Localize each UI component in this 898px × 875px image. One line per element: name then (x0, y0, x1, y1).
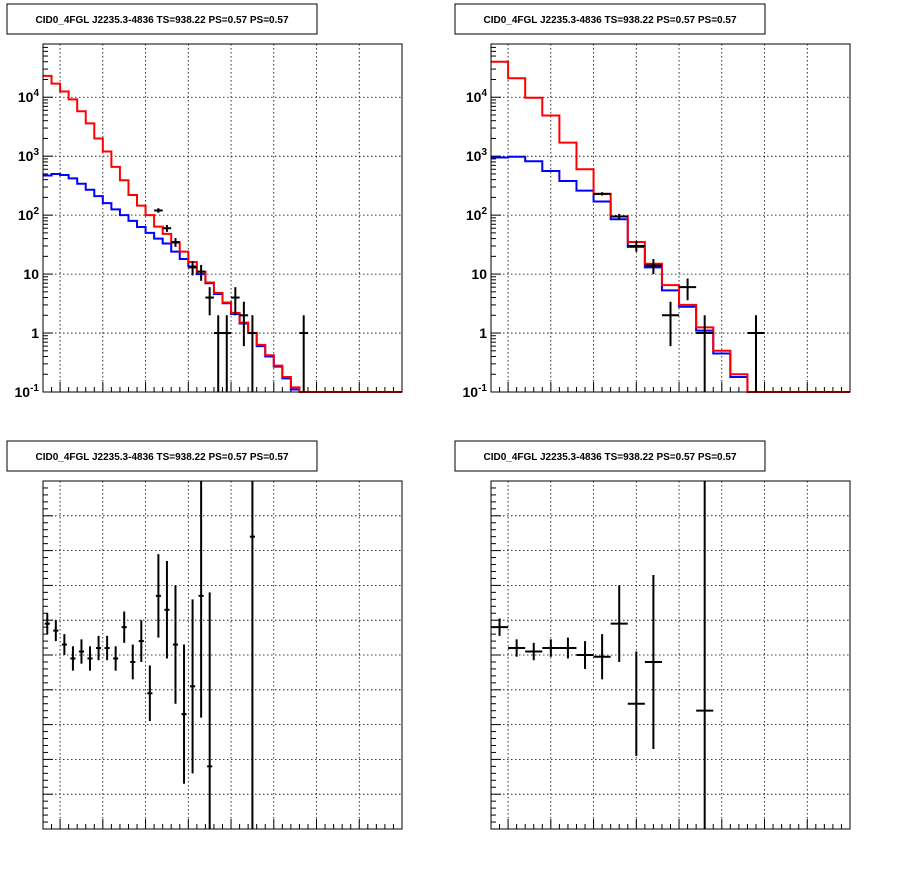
title-box (6, 3, 318, 35)
y-tick-label: 1 (479, 325, 487, 341)
panel-bottom-left: CID0_4FGL J2235.3-4836 TS=938.22 PS=0.57… (6, 440, 403, 830)
series-step-red (43, 74, 402, 393)
panel-bottom-right: CID0_4FGL J2235.3-4836 TS=938.22 PS=0.57… (454, 440, 851, 830)
y-tick-label: 104 (18, 88, 40, 105)
panel-top-left: CID0_4FGL J2235.3-4836 TS=938.22 PS=0.57… (6, 3, 403, 400)
y-tick-label: 1 (31, 325, 39, 341)
y-tick-label: 10 (471, 266, 487, 282)
panel-title: CID0_4FGL J2235.3-4836 TS=938.22 PS=0.57… (35, 452, 288, 463)
y-tick-label: 102 (466, 206, 488, 223)
title-box (454, 440, 766, 472)
y-tick-label: 10-1 (15, 383, 40, 400)
plot-frame (42, 43, 403, 393)
plot-frame (490, 43, 851, 393)
y-tick-label: 103 (466, 147, 488, 164)
plot-frame (42, 480, 403, 830)
y-tick-label: 10 (23, 266, 39, 282)
plot-frame (490, 480, 851, 830)
series-step-blue (43, 172, 402, 393)
panel-title: CID0_4FGL J2235.3-4836 TS=938.22 PS=0.57… (35, 15, 288, 26)
panel-title: CID0_4FGL J2235.3-4836 TS=938.22 PS=0.57… (483, 452, 736, 463)
y-tick-label: 10-1 (463, 383, 488, 400)
y-tick-label: 103 (18, 147, 40, 164)
panel-title: CID0_4FGL J2235.3-4836 TS=938.22 PS=0.57… (483, 15, 736, 26)
title-box (6, 440, 318, 472)
y-tick-label: 102 (18, 206, 40, 223)
title-box (454, 3, 766, 35)
y-tick-label: 104 (466, 88, 488, 105)
panel-top-right: CID0_4FGL J2235.3-4836 TS=938.22 PS=0.57… (454, 3, 851, 400)
